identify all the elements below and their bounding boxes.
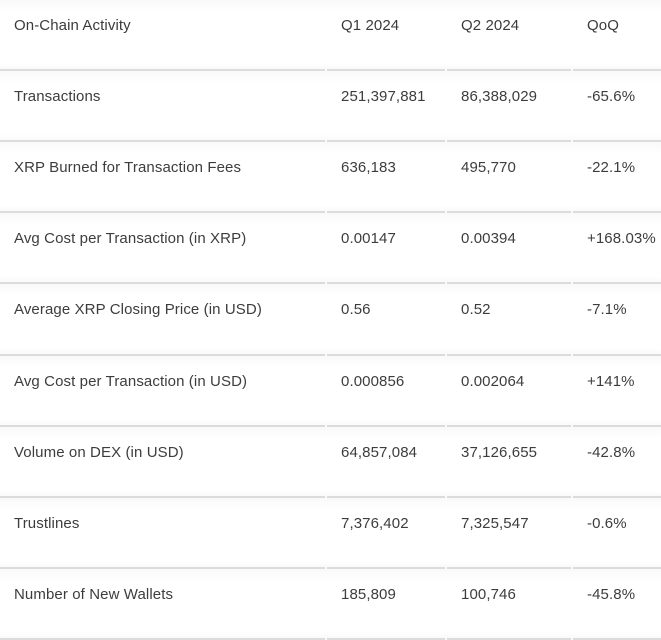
- cell-q1-value: 7,376,402: [327, 498, 445, 569]
- cell-q2-value: 0.52: [447, 284, 571, 356]
- cell-label: XRP Burned for Transaction Fees: [0, 142, 325, 214]
- cell-qoq-value: -65.6%: [573, 71, 661, 143]
- cell-qoq-value: +168.03%: [573, 213, 661, 285]
- cell-label: Average XRP Closing Price (in USD): [0, 284, 325, 356]
- cell-qoq-value: -45.8%: [573, 569, 661, 640]
- cell-qoq-value: -22.1%: [573, 142, 661, 214]
- cell-qoq-value: -42.8%: [573, 427, 661, 498]
- header-cell-q1-2024: Q1 2024: [327, 0, 445, 72]
- cell-q2-value: 0.002064: [447, 356, 571, 427]
- cell-label: Number of New Wallets: [0, 569, 325, 640]
- cell-q1-value: 0.56: [327, 284, 445, 356]
- cell-q1-value: 0.00147: [327, 213, 445, 285]
- cell-q1-value: 251,397,881: [327, 71, 445, 143]
- cell-q2-value: 495,770: [447, 142, 571, 214]
- cell-q2-value: 100,746: [447, 569, 571, 640]
- cell-q1-value: 64,857,084: [327, 427, 445, 498]
- cell-q2-value: 7,325,547: [447, 498, 571, 569]
- table-header-row: On-Chain Activity Q1 2024 Q2 2024 QoQ: [0, 0, 661, 72]
- cell-q1-value: 636,183: [327, 142, 445, 214]
- cell-qoq-value: -0.6%: [573, 498, 661, 569]
- header-cell-activity: On-Chain Activity: [0, 0, 325, 72]
- cell-label: Volume on DEX (in USD): [0, 427, 325, 498]
- table-row-avg-closing-price: Average XRP Closing Price (in USD) 0.56 …: [0, 284, 661, 356]
- cell-label: Avg Cost per Transaction (in USD): [0, 356, 325, 427]
- cell-q2-value: 0.00394: [447, 213, 571, 285]
- table-row-xrp-burned: XRP Burned for Transaction Fees 636,183 …: [0, 142, 661, 214]
- cell-label: Trustlines: [0, 498, 325, 569]
- cell-label: Transactions: [0, 71, 325, 143]
- cell-qoq-value: -7.1%: [573, 284, 661, 356]
- header-cell-qoq: QoQ: [573, 0, 661, 72]
- table-row-avg-cost-xrp: Avg Cost per Transaction (in XRP) 0.0014…: [0, 213, 661, 285]
- table-row-trustlines: Trustlines 7,376,402 7,325,547 -0.6%: [0, 497, 661, 569]
- header-cell-q2-2024: Q2 2024: [447, 0, 571, 72]
- cell-qoq-value: +141%: [573, 356, 661, 427]
- cell-q2-value: 86,388,029: [447, 71, 571, 143]
- cell-label: Avg Cost per Transaction (in XRP): [0, 213, 325, 285]
- table-row-avg-cost-usd: Avg Cost per Transaction (in USD) 0.0008…: [0, 355, 661, 427]
- table-row-transactions: Transactions 251,397,881 86,388,029 -65.…: [0, 71, 661, 143]
- cell-q2-value: 37,126,655: [447, 427, 571, 498]
- table-row-new-wallets: Number of New Wallets 185,809 100,746 -4…: [0, 568, 661, 640]
- cell-q1-value: 185,809: [327, 569, 445, 640]
- table-row-volume-dex: Volume on DEX (in USD) 64,857,084 37,126…: [0, 426, 661, 498]
- cell-q1-value: 0.000856: [327, 356, 445, 427]
